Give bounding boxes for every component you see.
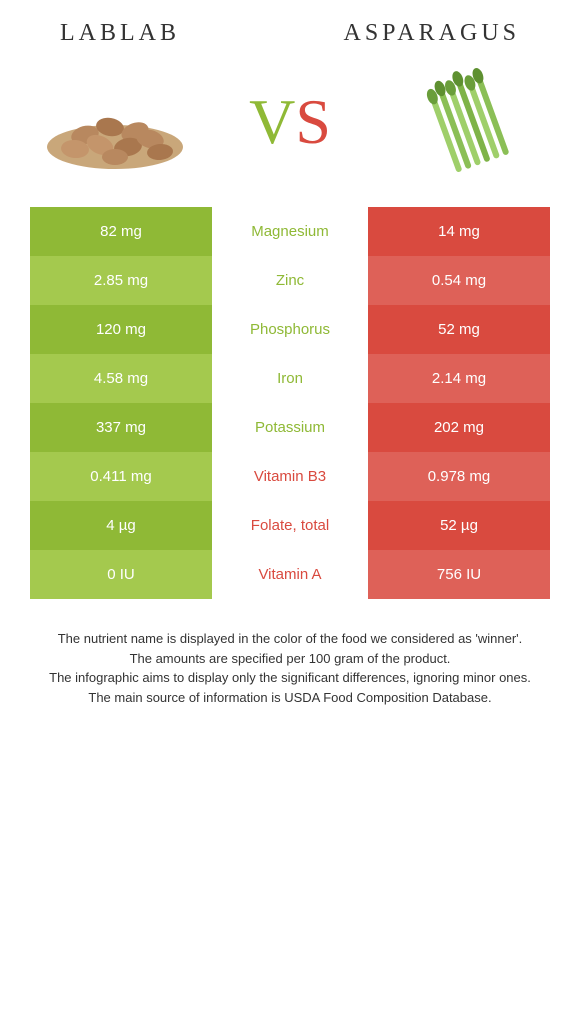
nutrient-name: Magnesium <box>212 207 368 256</box>
vs-row: VS <box>30 67 550 177</box>
value-right: 2.14 mg <box>368 354 550 403</box>
header: Lablab Asparagus <box>30 20 550 47</box>
title-left: Lablab <box>60 20 180 47</box>
title-right: Asparagus <box>343 20 520 47</box>
table-row: 120 mgPhosphorus52 mg <box>30 305 550 354</box>
nutrient-name: Zinc <box>212 256 368 305</box>
value-right: 756 IU <box>368 550 550 599</box>
value-left: 4.58 mg <box>30 354 212 403</box>
value-right: 52 µg <box>368 501 550 550</box>
value-left: 0 IU <box>30 550 212 599</box>
asparagus-image <box>390 67 540 177</box>
value-left: 2.85 mg <box>30 256 212 305</box>
value-right: 52 mg <box>368 305 550 354</box>
table-row: 4 µgFolate, total52 µg <box>30 501 550 550</box>
nutrient-name: Potassium <box>212 403 368 452</box>
nutrient-name: Folate, total <box>212 501 368 550</box>
nutrient-name: Vitamin A <box>212 550 368 599</box>
footer: The nutrient name is displayed in the co… <box>30 629 550 707</box>
table-row: 82 mgMagnesium14 mg <box>30 207 550 256</box>
value-right: 14 mg <box>368 207 550 256</box>
table-row: 2.85 mgZinc0.54 mg <box>30 256 550 305</box>
vs-s: S <box>295 86 331 157</box>
nutrient-name: Phosphorus <box>212 305 368 354</box>
footer-line-4: The main source of information is USDA F… <box>40 688 540 708</box>
footer-line-3: The infographic aims to display only the… <box>40 668 540 688</box>
table-row: 337 mgPotassium202 mg <box>30 403 550 452</box>
value-right: 0.978 mg <box>368 452 550 501</box>
value-left: 4 µg <box>30 501 212 550</box>
footer-line-2: The amounts are specified per 100 gram o… <box>40 649 540 669</box>
value-left: 120 mg <box>30 305 212 354</box>
footer-line-1: The nutrient name is displayed in the co… <box>40 629 540 649</box>
value-left: 0.411 mg <box>30 452 212 501</box>
nutrient-name: Vitamin B3 <box>212 452 368 501</box>
value-right: 202 mg <box>368 403 550 452</box>
value-right: 0.54 mg <box>368 256 550 305</box>
table-row: 4.58 mgIron2.14 mg <box>30 354 550 403</box>
nutrient-table: 82 mgMagnesium14 mg2.85 mgZinc0.54 mg120… <box>30 207 550 599</box>
vs-label: VS <box>249 85 331 159</box>
table-row: 0.411 mgVitamin B30.978 mg <box>30 452 550 501</box>
lablab-image <box>40 67 190 177</box>
table-row: 0 IUVitamin A756 IU <box>30 550 550 599</box>
vs-v: V <box>249 86 295 157</box>
value-left: 82 mg <box>30 207 212 256</box>
nutrient-name: Iron <box>212 354 368 403</box>
value-left: 337 mg <box>30 403 212 452</box>
